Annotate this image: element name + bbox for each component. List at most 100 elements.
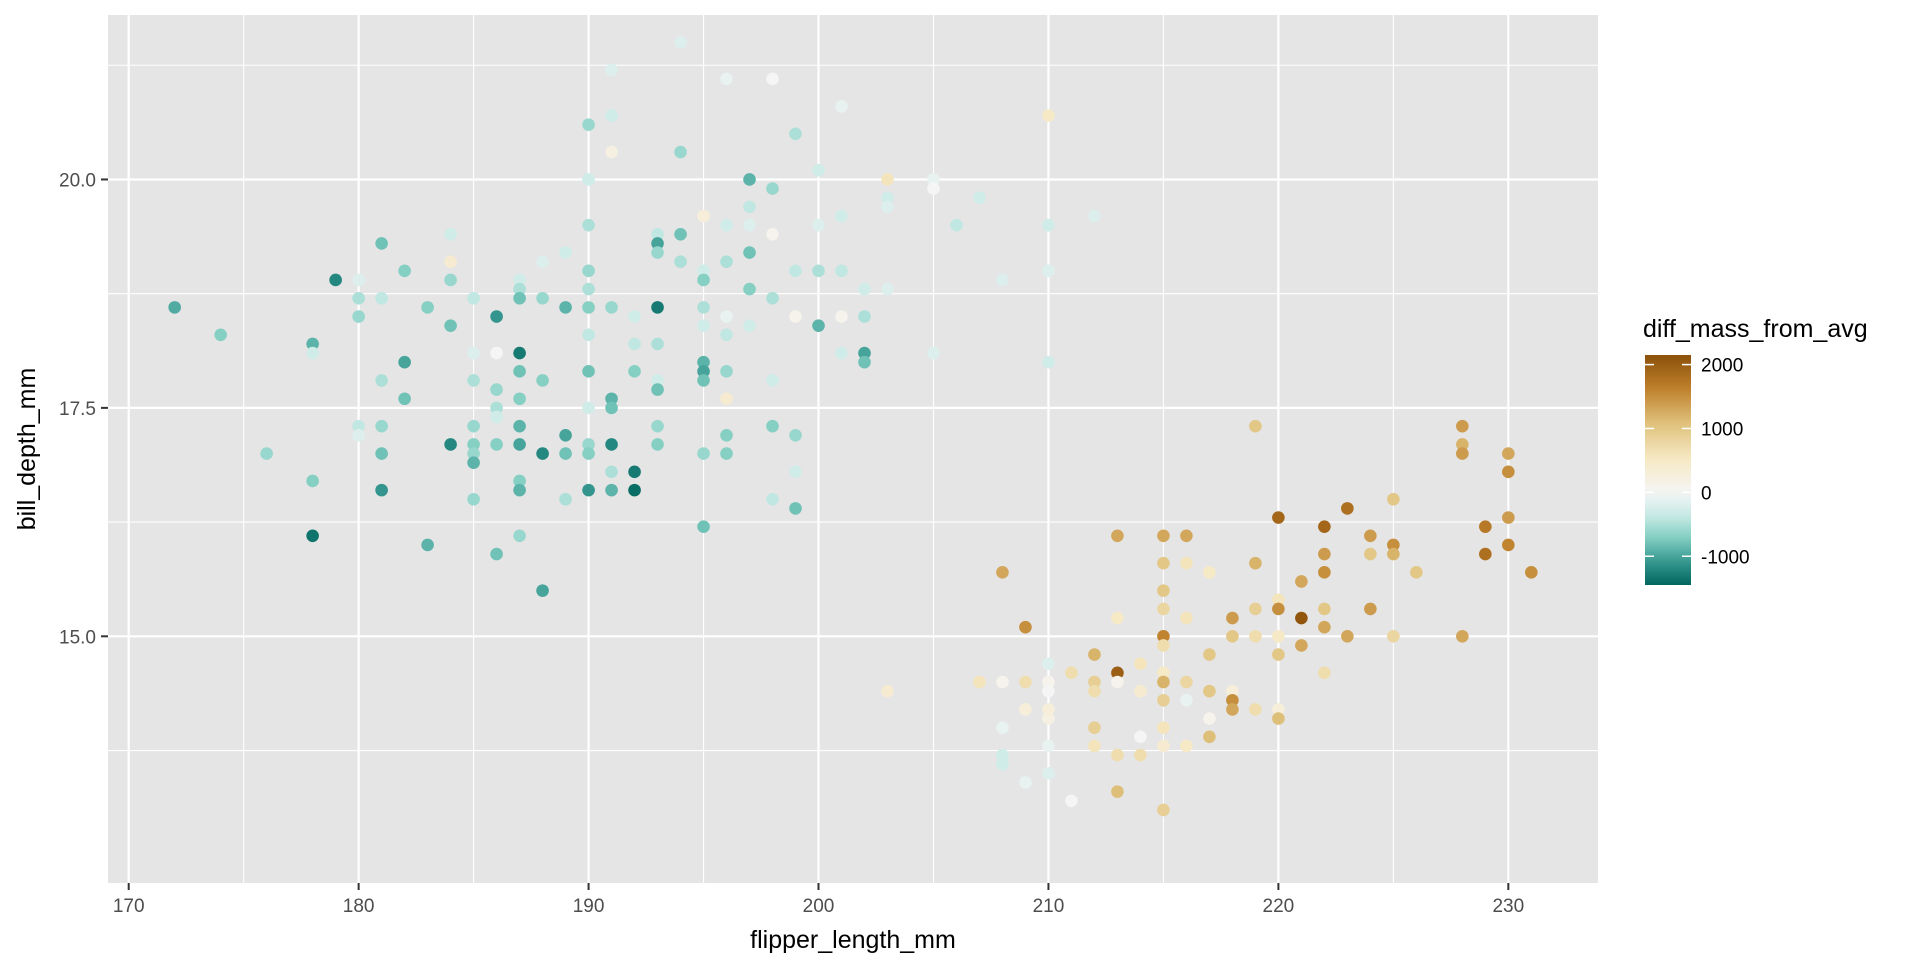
data-point (467, 291, 480, 305)
data-point (513, 529, 526, 543)
data-point (1364, 602, 1377, 616)
data-point (881, 684, 894, 698)
data-point (1479, 520, 1492, 533)
data-point (720, 255, 733, 268)
data-point (835, 100, 848, 113)
data-point (513, 392, 526, 406)
data-point (1019, 675, 1032, 689)
data-point (1042, 264, 1055, 278)
data-point (697, 365, 710, 378)
data-point (513, 291, 526, 305)
data-point (582, 365, 595, 378)
data-point (1203, 730, 1216, 744)
panel-background (108, 15, 1598, 883)
data-point (467, 492, 480, 506)
data-point (651, 438, 664, 451)
data-point (1111, 748, 1124, 762)
data-point (582, 264, 595, 278)
data-point (375, 447, 388, 460)
data-point (1042, 712, 1055, 725)
data-point (490, 547, 503, 561)
data-point (674, 145, 687, 159)
data-point (697, 319, 710, 332)
data-point (812, 264, 825, 278)
data-point (398, 264, 411, 278)
data-point (582, 282, 595, 296)
data-point (628, 465, 641, 479)
data-point (1134, 748, 1147, 762)
data-point (743, 319, 756, 332)
data-point (559, 246, 572, 259)
data-point (1019, 703, 1032, 716)
data-point (1341, 630, 1354, 643)
data-point (444, 273, 457, 287)
data-point (1157, 529, 1170, 543)
data-point (720, 392, 733, 406)
data-point (1157, 803, 1170, 817)
data-point (1088, 209, 1101, 223)
data-point (1318, 547, 1331, 561)
data-point (536, 584, 549, 597)
data-point (467, 438, 480, 451)
y-axis-title: bill_depth_mm (13, 368, 41, 531)
data-point (559, 428, 572, 442)
data-point (789, 428, 802, 442)
data-point (651, 383, 664, 396)
data-point (1410, 566, 1423, 579)
data-point (1318, 566, 1331, 579)
data-point (996, 757, 1009, 771)
data-point (260, 447, 273, 460)
data-point (674, 36, 687, 49)
data-point (1180, 675, 1193, 689)
data-point (1180, 529, 1193, 543)
data-point (1042, 739, 1055, 753)
data-point (1502, 447, 1515, 460)
data-point (1502, 511, 1515, 524)
data-point (1157, 675, 1170, 689)
data-point (697, 264, 710, 278)
legend-break-label: 1000 (1701, 419, 1743, 440)
data-point (1456, 438, 1469, 451)
data-point (1525, 566, 1538, 579)
data-point (835, 346, 848, 360)
data-point (1364, 547, 1377, 561)
x-tick-label: 200 (803, 896, 835, 917)
data-point (1088, 684, 1101, 698)
data-point (996, 721, 1009, 734)
data-point (766, 374, 779, 387)
data-point (1180, 611, 1193, 625)
data-points (168, 36, 1538, 817)
data-point (743, 246, 756, 259)
data-point (1502, 538, 1515, 552)
data-point (306, 337, 319, 351)
data-point (467, 374, 480, 387)
data-point (1065, 794, 1078, 808)
data-point (1295, 639, 1308, 652)
data-point (605, 63, 618, 77)
data-point (1157, 584, 1170, 597)
data-point (467, 346, 480, 360)
data-point (1295, 611, 1308, 625)
data-point (1180, 693, 1193, 707)
data-point (1318, 666, 1331, 680)
y-tick-label: 20.0 (59, 170, 96, 191)
data-point (605, 109, 618, 122)
data-point (490, 401, 503, 415)
legend-ticks: 2000 1000 0 -1000 (1645, 356, 1750, 568)
data-point (605, 301, 618, 314)
data-point (950, 218, 963, 232)
data-point (1295, 575, 1308, 588)
data-point (1318, 602, 1331, 616)
data-point (1387, 492, 1400, 506)
data-point (628, 310, 641, 323)
data-point (1249, 419, 1262, 433)
data-point (1134, 730, 1147, 744)
data-point (1272, 511, 1285, 524)
data-point (513, 282, 526, 296)
data-point (628, 337, 641, 351)
data-point (1180, 556, 1193, 570)
data-point (1203, 566, 1216, 579)
data-point (582, 438, 595, 451)
data-point (720, 218, 733, 232)
data-point (858, 346, 871, 360)
